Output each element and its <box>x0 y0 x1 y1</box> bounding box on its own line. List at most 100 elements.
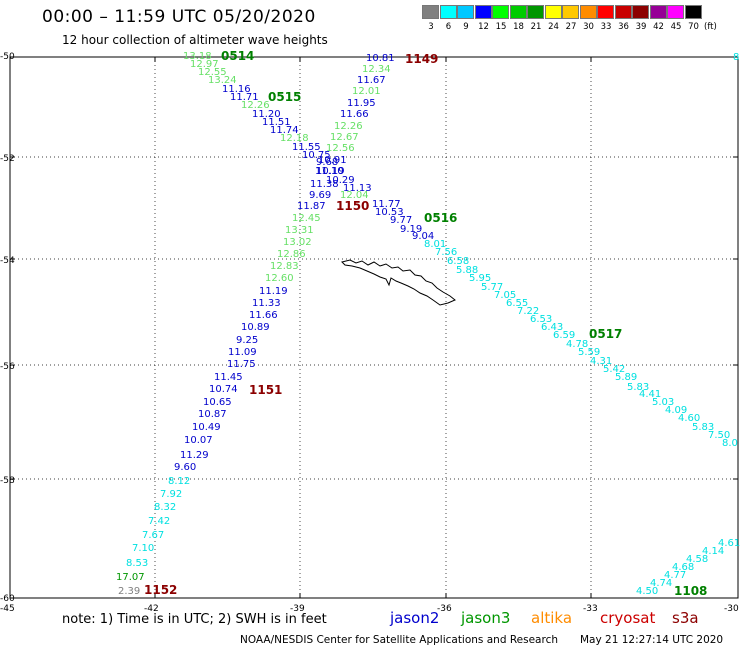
track-1149-value: 10.65 <box>203 397 232 408</box>
track-0514-value: 13.24 <box>208 75 237 86</box>
page-title: 00:00 – 11:59 UTC 05/20/2020 <box>42 7 316 27</box>
track-1149-value: 12.83 <box>270 261 299 272</box>
track-1149-value: 11.87 <box>297 201 326 212</box>
lat-label: -52 <box>0 154 15 164</box>
legend-swatch <box>509 5 527 19</box>
track-1149-value: 2.39 <box>118 586 140 597</box>
track-0514-value: 5.83 <box>627 382 649 393</box>
track-0514-value: 9.68 <box>316 157 338 168</box>
track-0514-value: 10.19 <box>316 166 345 177</box>
track-0514-value: 6.58 <box>447 256 469 267</box>
track-1149-value: 7.92 <box>160 489 182 500</box>
track-1149-value: 7.10 <box>132 543 154 554</box>
track-1149-value: 12.34 <box>362 64 391 75</box>
track-0514-value: 9.04 <box>412 231 434 242</box>
lat-label: -60 <box>0 594 15 604</box>
track-1149-value: 11.95 <box>347 98 376 109</box>
legend-label: 36 <box>618 22 629 32</box>
track-1149-value: 12.56 <box>326 143 355 154</box>
legend-swatch <box>579 5 597 19</box>
legend-label: 39 <box>635 22 647 32</box>
track-1149-value: 11.09 <box>228 347 257 358</box>
track-0514-value: 8.0 <box>722 438 738 449</box>
timestamp: May 21 12:27:14 UTC 2020 <box>580 634 724 646</box>
legend-s3a: s3a <box>672 609 699 627</box>
track-1149-value: 11.33 <box>252 298 281 309</box>
track-0514-value: 7.56 <box>435 247 457 258</box>
track-1149-value: 13.02 <box>283 237 312 248</box>
time-label: 0517 <box>589 327 622 341</box>
lat-label: -58 <box>0 476 15 486</box>
track-0514-value: 13.18 <box>183 51 212 62</box>
track-0514-value: 7.05 <box>494 290 516 301</box>
legend-cryosat: cryosat <box>600 609 656 627</box>
legend-swatch <box>544 5 562 19</box>
track-0514-value: 11.55 <box>292 142 321 153</box>
track-0514-value: 7.22 <box>517 306 539 317</box>
time-label: 0514 <box>221 49 254 63</box>
track-0514-value: 8.01 <box>424 239 446 250</box>
track-0514-value: 12.55 <box>198 67 227 78</box>
time-label: 1150 <box>336 199 369 213</box>
legend-label: 33 <box>600 22 612 32</box>
lon-label: -45 <box>0 604 15 614</box>
track-1149-value: 11.38 <box>310 179 339 190</box>
track-1149-value: 12.60 <box>265 273 294 284</box>
legend-label: 30 <box>583 22 594 32</box>
legend-swatch <box>457 5 474 19</box>
track-0514-value: 5.42 <box>603 364 625 375</box>
track-1149-value: 11.67 <box>357 75 386 86</box>
track-0514-value: 5.03 <box>652 397 674 408</box>
track-1149-value: 12.67 <box>330 132 359 143</box>
credit-line: NOAA/NESDIS Center for Satellite Applica… <box>240 634 558 646</box>
track-0514-value: 6.43 <box>541 322 563 333</box>
time-label: 1149 <box>405 52 438 66</box>
track-1149-value: 13.31 <box>285 225 314 236</box>
legend-label: 12 <box>478 22 489 32</box>
track-0514-value: 10.75 <box>302 150 331 161</box>
time-label: 1152 <box>144 583 177 597</box>
track-1149-value: 17.07 <box>116 572 145 583</box>
track-1108-value: 4.58 <box>686 554 708 565</box>
track-0514-value: 5.89 <box>615 372 637 383</box>
lon-label: -39 <box>290 604 305 614</box>
legend-label: 70 <box>688 22 699 32</box>
lat-label: -50 <box>0 52 15 62</box>
track-1108-value: 4.61 <box>718 538 740 549</box>
track-0514-value: 5.83 <box>692 422 714 433</box>
track-1149-value: 10.81 <box>366 53 395 64</box>
track-0514-value: 11.77 <box>372 199 401 210</box>
track-0514-value: 11.13 <box>343 183 372 194</box>
track-1149-value: 7.42 <box>148 516 170 527</box>
track-1149-value: 10.07 <box>184 435 213 446</box>
track-0514-value: 12.18 <box>280 133 309 144</box>
legend-swatch <box>492 5 509 19</box>
map-frame <box>9 56 739 599</box>
legend-swatch <box>597 5 614 19</box>
track-0514-value: 4.31 <box>590 356 612 367</box>
track-1149-value: 9.69 <box>309 190 331 201</box>
legend-label: 15 <box>495 22 507 32</box>
legend-swatch <box>439 5 457 19</box>
track-1149-value: 11.75 <box>227 359 256 370</box>
track-0514-value: 6.53 <box>530 314 552 325</box>
footnote: note: 1) Time is in UTC; 2) SWH is in fe… <box>62 612 327 627</box>
track-0514-value: 5.95 <box>469 273 491 284</box>
track-1149-value: 12.45 <box>292 213 321 224</box>
track-0514-value: 7.50 <box>708 430 730 441</box>
legend-swatch <box>422 5 439 19</box>
lon-label: -36 <box>437 604 452 614</box>
track-1149-value: 7.67 <box>142 530 164 541</box>
island-outline <box>341 259 456 306</box>
time-label: 0516 <box>424 211 457 225</box>
legend-swatch <box>649 5 667 19</box>
track-1108-value: 4.77 <box>664 570 686 581</box>
page-subtitle: 12 hour collection of altimeter wave hei… <box>62 33 328 47</box>
track-1149-value: 12.04 <box>340 190 369 201</box>
lat-label: -56 <box>0 362 15 372</box>
legend-swatch <box>527 5 544 19</box>
lon-label: -30 <box>724 604 739 614</box>
track-1108-value: 4.74 <box>650 578 672 589</box>
time-label: 1151 <box>249 383 282 397</box>
